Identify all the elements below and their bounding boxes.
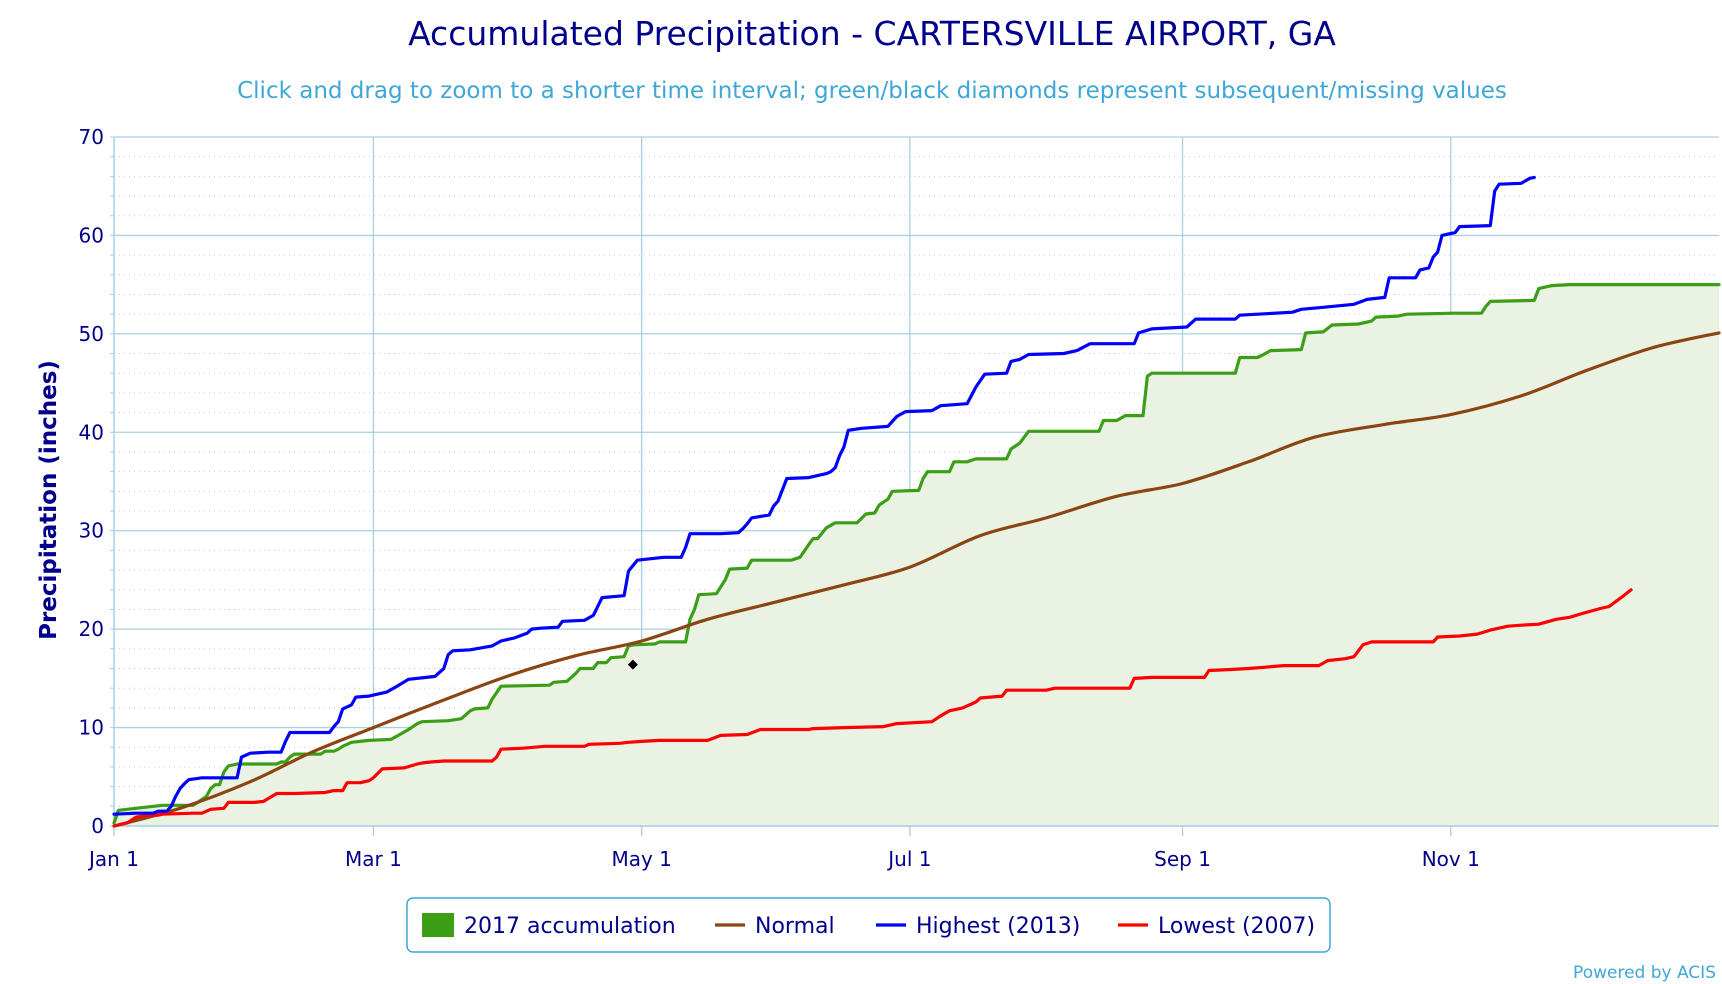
legend-item-highest-2013[interactable]: Highest (2013) <box>876 914 1080 939</box>
legend-item-2017-accumulation[interactable]: 2017 accumulation <box>422 913 676 939</box>
series-2017-accumulation-line[interactable] <box>112 283 1721 825</box>
chart-subtitle: Click and drag to zoom to a shorter time… <box>237 78 1507 104</box>
legend-label: Highest (2013) <box>916 914 1080 939</box>
legend-swatch <box>422 913 454 937</box>
legend-label: Normal <box>755 914 835 939</box>
legend[interactable]: 2017 accumulation Normal Highest (2013) Low… <box>406 897 1331 953</box>
y-tick-label: 20 <box>79 617 104 641</box>
y-tick-label: 60 <box>79 223 104 247</box>
y-tick-label: 50 <box>79 322 104 346</box>
area-fill <box>114 284 1719 827</box>
y-tick-label: 10 <box>79 716 104 740</box>
y-tick-label: 30 <box>79 519 104 543</box>
legend-box <box>406 897 1331 953</box>
x-tick-label: Sep 1 <box>1154 847 1211 871</box>
x-tick-label: Nov 1 <box>1422 847 1480 871</box>
y-axis-label: Precipitation (inches) <box>36 360 62 640</box>
series-lines[interactable] <box>112 175 1721 828</box>
y-tick-label: 40 <box>79 420 104 444</box>
missing-value-diamond <box>627 659 638 670</box>
y-tick-label: 70 <box>79 125 104 149</box>
axes: 0 10 20 30 40 50 60 70 Jan 1 Mar 1 May 1 Jul 1 Sep 1… <box>79 125 1719 871</box>
legend-label: Lowest (2007) <box>1158 914 1315 939</box>
legend-label: 2017 accumulation <box>464 914 676 939</box>
legend-item-normal[interactable]: Normal <box>715 914 835 939</box>
y-tick-label: 0 <box>91 814 104 838</box>
chart-title: Accumulated Precipitation - CARTERSVILLE… <box>408 14 1336 53</box>
markers <box>627 659 638 670</box>
series-highest-2013-line[interactable] <box>112 175 1536 816</box>
x-tick-label: May 1 <box>611 847 671 871</box>
series-lowest-2007-line[interactable] <box>112 588 1633 828</box>
x-tick-label: Mar 1 <box>345 847 402 871</box>
x-tick-label: Jan 1 <box>87 847 139 871</box>
x-tick-label: Jul 1 <box>886 847 931 871</box>
series-2017-accumulation-area <box>114 284 1719 827</box>
legend-item-lowest-2007[interactable]: Lowest (2007) <box>1118 914 1315 939</box>
series-normal-line[interactable] <box>112 331 1721 828</box>
credit-link[interactable]: Powered by ACIS <box>1573 963 1716 983</box>
